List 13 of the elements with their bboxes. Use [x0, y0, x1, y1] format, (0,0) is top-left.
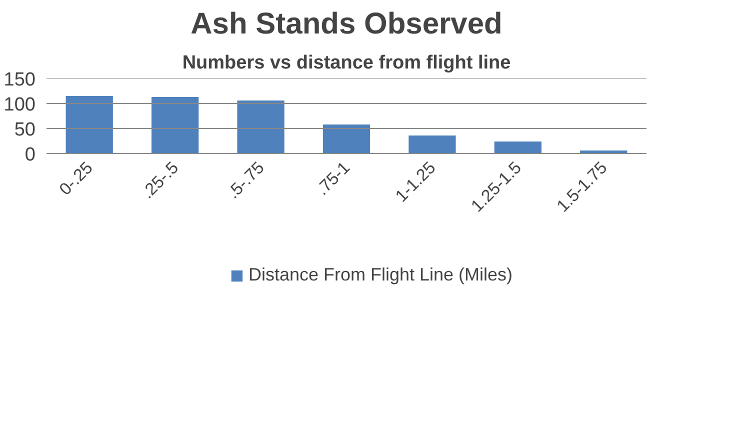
- bar: [237, 100, 284, 154]
- bar: [66, 96, 113, 154]
- chart-title: Ash Stands Observed: [190, 8, 502, 40]
- legend-label: Distance From Flight Line (Miles): [248, 264, 513, 286]
- y-tick-label: 150: [4, 70, 36, 90]
- y-tick-label: 100: [4, 94, 36, 116]
- bar: [152, 97, 199, 154]
- chart-subtitle: Numbers vs distance from flight line: [182, 52, 511, 74]
- bar: [322, 124, 370, 154]
- y-tick-label: 0: [24, 144, 36, 166]
- y-tick-label: 50: [14, 120, 36, 140]
- bar: [494, 142, 542, 154]
- bar: [408, 136, 456, 154]
